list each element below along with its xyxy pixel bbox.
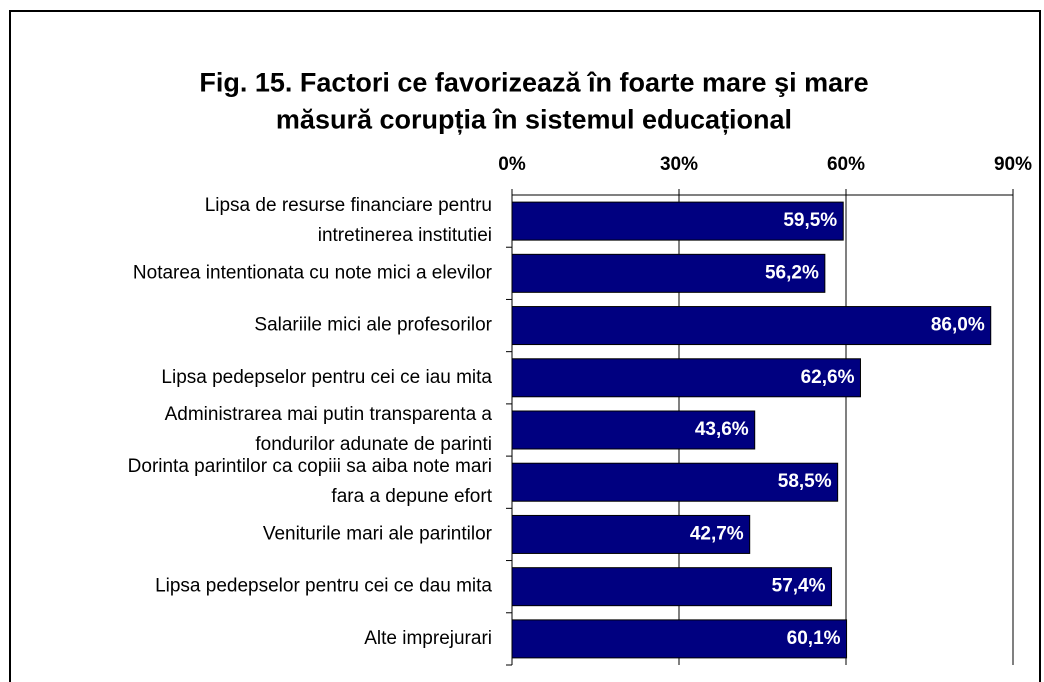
y-tick-label: Alte imprejurari [364,628,492,649]
bar [511,306,992,346]
x-tick-label: 0% [498,154,526,175]
bar [511,567,833,607]
value-label: 42,7% [690,523,744,544]
value-label: 58,5% [778,471,832,492]
bar [511,462,839,502]
x-tick-label: 90% [994,154,1032,175]
bar [511,201,844,241]
value-label: 57,4% [772,576,826,597]
value-label: 43,6% [695,419,749,440]
value-label: 56,2% [765,262,819,283]
bar [511,358,861,398]
bar [511,514,751,554]
chart-title: Fig. 15. Factori ce favorizează în foart… [199,68,868,135]
y-tick-label: Salariile mici ale profesorilor [254,315,492,336]
y-tick-label: Notarea intentionata cu note mici a elev… [133,262,493,283]
y-tick-label: Lipsa pedepselor pentru cei ce dau mita [155,576,492,597]
x-tick-label: 30% [660,154,698,175]
value-label: 86,0% [931,315,985,336]
y-tick-label: Veniturile mari ale parintilor [263,523,493,544]
x-tick-label: 60% [827,154,865,175]
y-tick-label: Lipsa pedepselor pentru cei ce iau mita [161,367,492,388]
value-label: 60,1% [787,628,841,649]
bar [511,253,826,293]
y-tick-label: Lipsa de resurse financiare pentru intret… [205,195,492,246]
value-label: 62,6% [801,367,855,388]
value-label: 59,5% [783,210,837,231]
y-tick-label: Dorinta parintilor ca copiii sa aiba not… [128,456,493,507]
y-tick-label: Administrarea mai putin transparenta a fo… [165,404,493,455]
bar [511,619,848,659]
bar [511,410,756,450]
